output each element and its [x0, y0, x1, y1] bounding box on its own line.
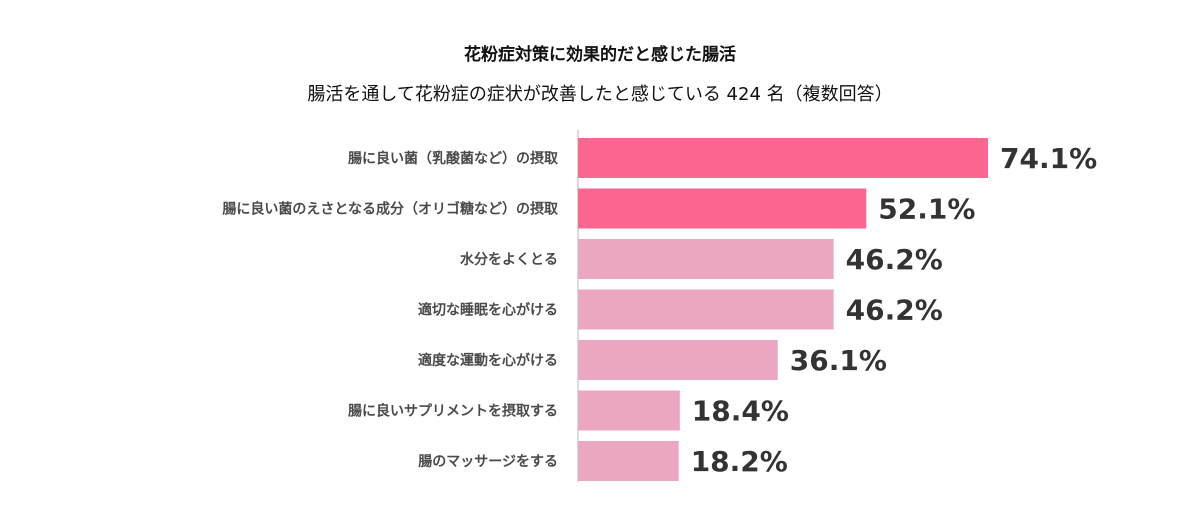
bar [578, 340, 778, 380]
value-label: 74.1% [1000, 142, 1097, 175]
bar [578, 188, 867, 229]
category-label: 腸に良い菌のえさとなる成分（オリゴ糖など）の摂取 [222, 201, 559, 218]
bar [578, 239, 834, 279]
category-label: 腸に良いサプリメントを摂取する [348, 403, 558, 420]
value-label: 46.2% [846, 294, 943, 327]
category-label: 適度な運動を心がける [418, 352, 558, 369]
value-label: 52.1% [878, 193, 975, 226]
value-label: 18.2% [691, 445, 788, 478]
category-label: 水分をよくとる [460, 251, 558, 268]
bar [578, 441, 679, 481]
chart-subtitle: 腸活を通して花粉症の症状が改善したと感じている 424 名（複数回答） [307, 84, 893, 105]
chart-title: 花粉症対策に効果的だと感じた腸活 [464, 45, 736, 65]
value-label: 18.4% [692, 395, 789, 428]
category-label: 腸に良い菌（乳酸菌など）の摂取 [348, 150, 559, 167]
bar [578, 138, 988, 178]
category-label: 適切な睡眠を心がける [418, 302, 558, 319]
value-label: 46.2% [846, 243, 943, 276]
category-label: 腸のマッサージをする [418, 453, 558, 470]
bar [578, 289, 834, 330]
value-label: 36.1% [790, 344, 887, 377]
bar [578, 390, 680, 431]
